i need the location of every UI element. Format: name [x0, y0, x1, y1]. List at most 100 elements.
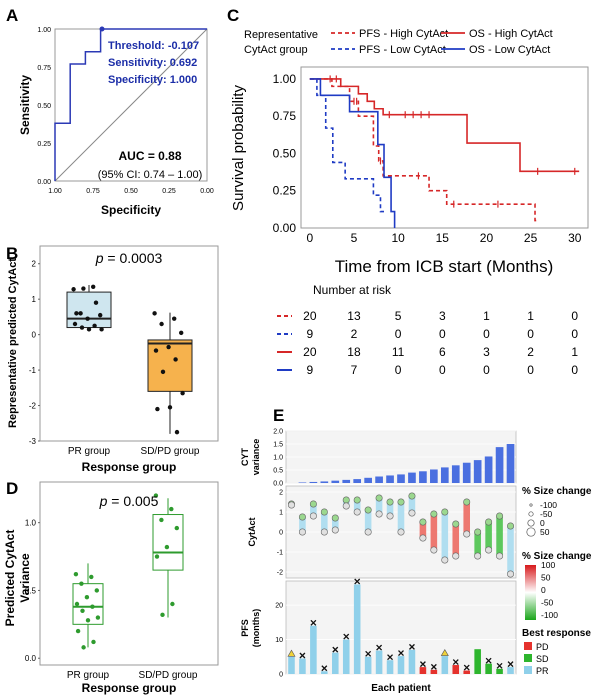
cyt-variance-bar: [375, 476, 383, 483]
pfs-censor-x: [332, 646, 339, 653]
cyt-variance-bar: [408, 472, 416, 483]
cytact-point: [507, 522, 515, 530]
cytact-point: [298, 528, 306, 536]
roc-x-tick: 0.25: [162, 188, 176, 195]
risk-cell: 20: [303, 309, 317, 323]
size-legend-circle: [526, 527, 536, 537]
risk-cell: 9: [306, 363, 313, 377]
cytact-point: [287, 501, 295, 509]
box-d-point: [84, 595, 90, 600]
box-d-point: [74, 601, 80, 607]
size-legend-circle: [529, 503, 533, 507]
box-d-y-label: Variance: [18, 553, 32, 603]
risk-cell: 0: [571, 327, 578, 341]
size-legend-label: 0: [540, 518, 545, 528]
risk-table-title: Number at risk: [313, 283, 392, 297]
cytact-y-tick: -1: [277, 550, 283, 557]
cyt-variance-y-label: CYT: [240, 447, 250, 466]
cytact-point: [331, 514, 339, 522]
pfs-censor-x: [496, 662, 503, 669]
cytact-range-bar: [507, 526, 514, 574]
cytact-point: [463, 530, 471, 538]
cytact-range-bar: [386, 502, 394, 516]
roc-y-tick: 0.50: [37, 103, 51, 110]
cyt-variance-bar: [440, 467, 449, 483]
pfs-bar: [408, 649, 416, 674]
pfs-censor-x: [398, 650, 404, 657]
pfs-censor-x: [463, 664, 470, 671]
cytact-point: [441, 556, 449, 564]
box-d-x-label: Response group: [82, 681, 177, 695]
box-d-point: [95, 615, 101, 620]
box-b-point: [166, 344, 171, 350]
box-b-point: [179, 330, 184, 336]
risk-cell: 7: [351, 363, 358, 377]
km-y-label: Survival probability: [230, 85, 247, 211]
box-b-point: [172, 316, 177, 321]
roc-annotation: Specificity: 1.000: [108, 74, 197, 86]
cytact-y-tick: 1: [279, 510, 283, 517]
box-b-point: [86, 327, 92, 332]
box-d-point: [154, 554, 160, 559]
cytact-point: [353, 508, 361, 516]
cyt-variance-bar: [320, 481, 329, 483]
box-b-point: [153, 348, 159, 353]
size-legend-circle: [527, 519, 535, 527]
cytact-range-bar: [332, 518, 339, 530]
risk-cell: 2: [527, 345, 534, 359]
response-legend-label: SD: [536, 654, 549, 664]
risk-cell: 0: [395, 327, 402, 341]
pfs-bar: [419, 667, 427, 674]
cyt-variance-bar: [397, 474, 405, 483]
box-b-point: [159, 321, 164, 327]
pfs-bar: [342, 639, 350, 674]
box-d-p-number: = 0.005: [107, 493, 158, 509]
cytact-point: [397, 528, 405, 536]
roc-y-tick: 1.00: [37, 27, 51, 34]
box-d-point: [91, 639, 96, 645]
roc-annotation: Threshold: -0.107: [108, 40, 199, 52]
km-legend-label: OS - High CytAct: [469, 28, 553, 40]
box-d-point: [90, 604, 95, 609]
km-plot-frame: [300, 66, 589, 229]
pfs-censor-x: [299, 652, 306, 659]
panel-label-d: D: [6, 479, 18, 498]
color-legend-tick: -100: [541, 610, 558, 620]
risk-cell: 0: [483, 327, 490, 341]
box-d-point: [79, 581, 84, 586]
cytact-range-bar: [364, 510, 372, 532]
cytact-y-tick: -2: [277, 570, 283, 577]
box-d-y-tick: 0.5: [25, 586, 37, 595]
pfs-censor-x: [354, 578, 361, 585]
box-d-point: [94, 588, 100, 593]
pfs-bar: [321, 671, 328, 674]
cyt-variance-bar: [342, 479, 351, 483]
risk-cell: 0: [483, 363, 490, 377]
box-b-point: [174, 429, 180, 435]
color-legend-title: % Size change: [522, 551, 592, 562]
cytact-point: [430, 546, 438, 554]
cytact-point: [474, 528, 482, 536]
panel-label-e: E: [273, 406, 284, 425]
cytact-point: [342, 496, 350, 504]
pfs-censor-x: [485, 657, 492, 664]
response-legend-label: PD: [536, 642, 549, 652]
pfs-censor-x: [310, 619, 317, 626]
cytact-point: [408, 492, 416, 500]
km-y-tick: 0.00: [273, 221, 297, 235]
cyt-variance-y-tick: 1.0: [273, 455, 283, 462]
cyt-variance-bar: [419, 471, 427, 483]
box-d-point: [164, 544, 170, 550]
roc-ci: (95% CI: 0.74 – 1.00): [98, 169, 203, 181]
box-d-point: [159, 517, 164, 523]
box-b-plot-frame: [39, 245, 219, 442]
roc-threshold-point: [99, 26, 105, 32]
km-legend-title: CytAct group: [244, 44, 308, 56]
risk-cell: 13: [347, 309, 361, 323]
km-y-tick: 1.00: [273, 72, 297, 86]
cytact-point: [364, 528, 372, 536]
risk-cell: 0: [395, 363, 402, 377]
cytact-range-bar: [408, 496, 416, 513]
km-legend-label: PFS - Low CytAct: [359, 44, 446, 56]
